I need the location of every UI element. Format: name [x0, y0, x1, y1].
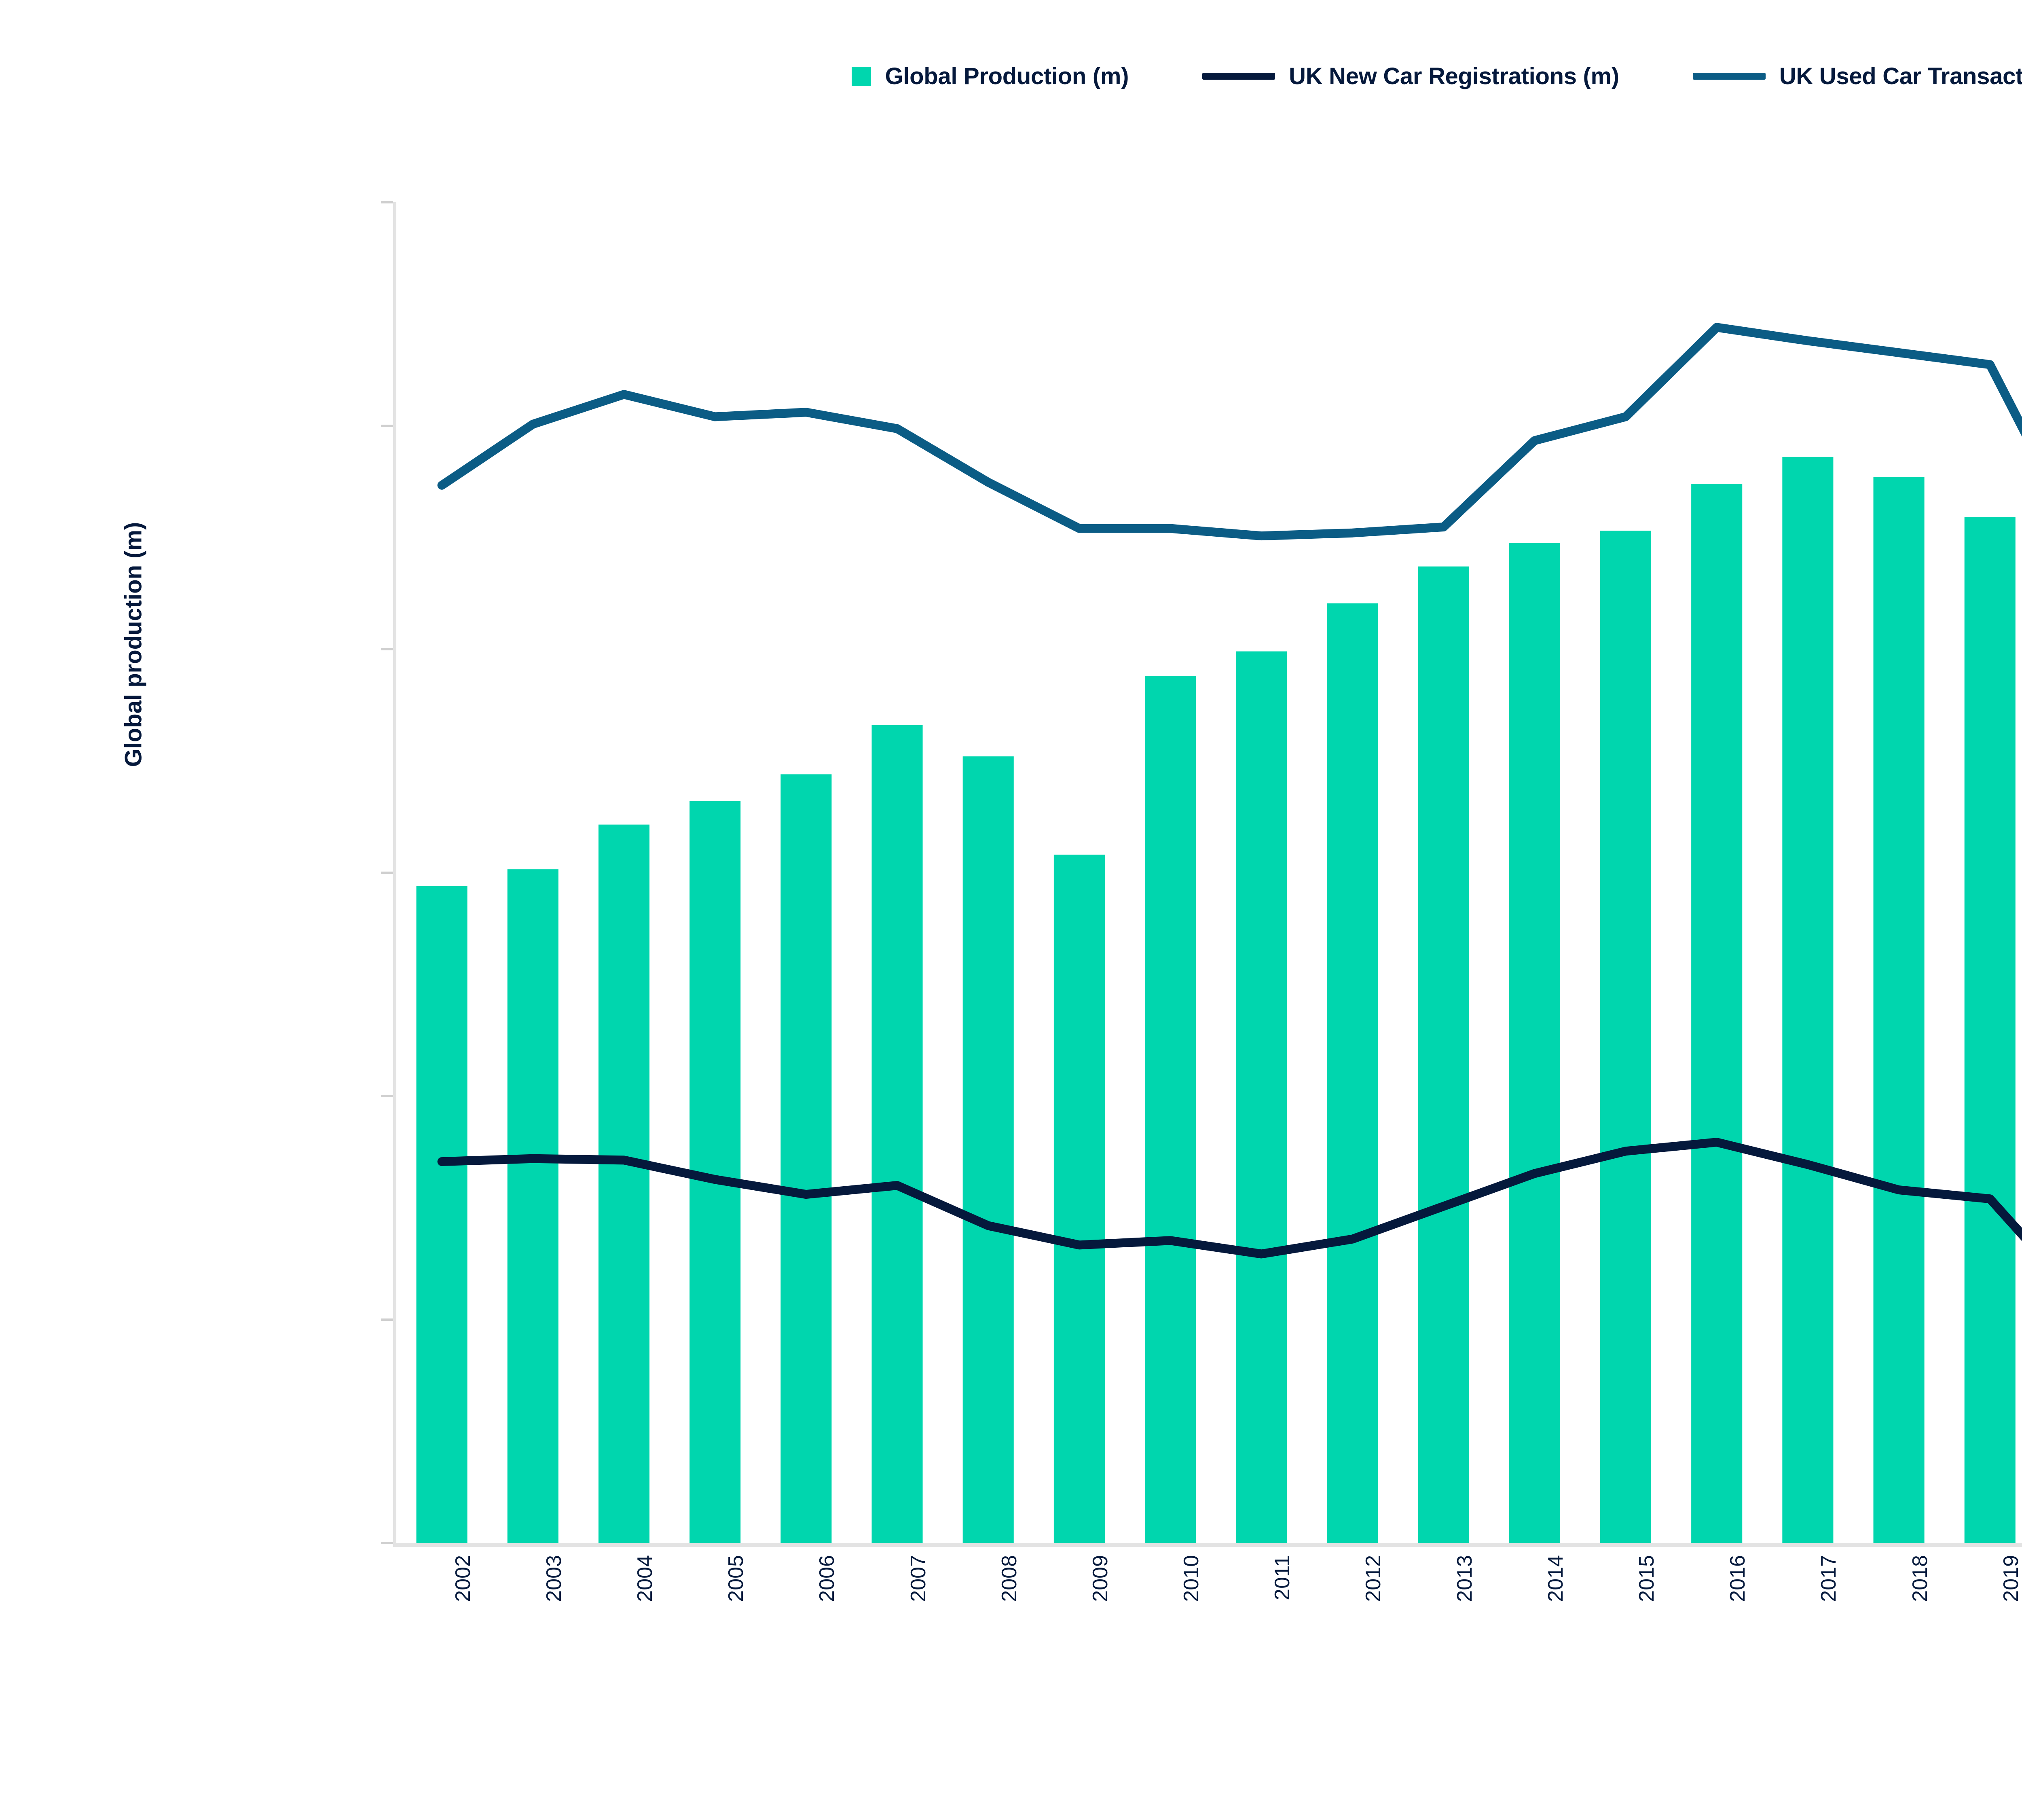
x-axis-tick-label: 2005 — [724, 1555, 748, 1602]
left-axis-tick-mark — [381, 871, 393, 874]
x-axis-tick-label: 2012 — [1362, 1555, 1385, 1602]
legend-item-uk-used-car-transactions[interactable]: UK Used Car Transactions (m) — [1692, 63, 2022, 90]
x-axis-tick-label: 2010 — [1180, 1555, 1203, 1602]
legend-label: Global Production (m) — [885, 63, 1129, 89]
plot-area — [393, 202, 2022, 1547]
bar[interactable] — [1691, 484, 1743, 1543]
x-axis-tick-label: 2016 — [1726, 1555, 1750, 1602]
left-axis-tick-mark — [381, 648, 393, 650]
x-axis-tick-label: 2011 — [1271, 1555, 1294, 1600]
bar[interactable] — [1964, 517, 2016, 1543]
bar[interactable] — [1053, 855, 1105, 1543]
square-swatch-icon — [852, 66, 871, 86]
x-axis-tick-label: 2002 — [451, 1555, 475, 1602]
bar[interactable] — [1509, 543, 1560, 1543]
left-axis-tick-mark — [381, 201, 393, 203]
left-axis-tick-mark — [381, 424, 393, 427]
left-axis-tick-mark — [381, 1095, 393, 1097]
legend-item-uk-new-car-registrations[interactable]: UK New Car Registrations (m) — [1202, 63, 1619, 90]
x-axis-tick-label: 2003 — [542, 1555, 566, 1602]
left-axis-spine — [393, 202, 396, 1543]
legend-label: UK Used Car Transactions (m) — [1779, 63, 2022, 89]
x-axis-tick-label: 2014 — [1544, 1555, 1567, 1602]
bar[interactable] — [871, 725, 923, 1543]
x-axis-tick-label: 2019 — [1999, 1555, 2022, 1602]
chart-legend: Global Production (m) UK New Car Registr… — [0, 63, 2022, 90]
x-axis-tick-label: 2007 — [906, 1555, 930, 1602]
bar[interactable] — [1418, 566, 1469, 1543]
legend-item-global-production[interactable]: Global Production (m) — [852, 63, 1129, 90]
left-axis-title: Global production (m) — [120, 522, 147, 767]
bar[interactable] — [1600, 531, 1652, 1543]
x-axis-tick-label: 2008 — [997, 1555, 1021, 1602]
x-axis-tick-label: 2017 — [1817, 1555, 1841, 1602]
line-swatch-icon — [1692, 73, 1766, 80]
x-axis-tick-label: 2018 — [1908, 1555, 1932, 1602]
x-axis-tick-label: 2015 — [1635, 1555, 1658, 1602]
x-axis-tick-label: 2006 — [815, 1555, 839, 1602]
bar[interactable] — [507, 869, 558, 1543]
line-swatch-icon — [1202, 73, 1275, 80]
chart-canvas — [416, 323, 2022, 1543]
bar[interactable] — [1145, 676, 1196, 1543]
bar[interactable] — [1236, 651, 1287, 1543]
legend-label: UK New Car Registrations (m) — [1289, 63, 1619, 89]
bar[interactable] — [1782, 457, 1834, 1543]
bar[interactable] — [598, 824, 650, 1543]
bar[interactable] — [1873, 477, 1925, 1543]
bar[interactable] — [416, 886, 467, 1543]
x-axis-tick-label: 2009 — [1088, 1555, 1112, 1602]
left-axis-tick-mark — [381, 1318, 393, 1321]
x-axis-tick-label: 2004 — [633, 1555, 657, 1602]
bar[interactable] — [780, 774, 832, 1543]
x-axis-tick-label: 2013 — [1453, 1555, 1476, 1602]
bottom-axis-spine — [393, 1543, 2022, 1547]
data-line — [437, 323, 2022, 541]
data-line — [437, 1138, 2022, 1259]
bar[interactable] — [962, 756, 1014, 1543]
bar[interactable] — [1327, 603, 1378, 1543]
left-axis-tick-mark — [381, 1542, 393, 1544]
